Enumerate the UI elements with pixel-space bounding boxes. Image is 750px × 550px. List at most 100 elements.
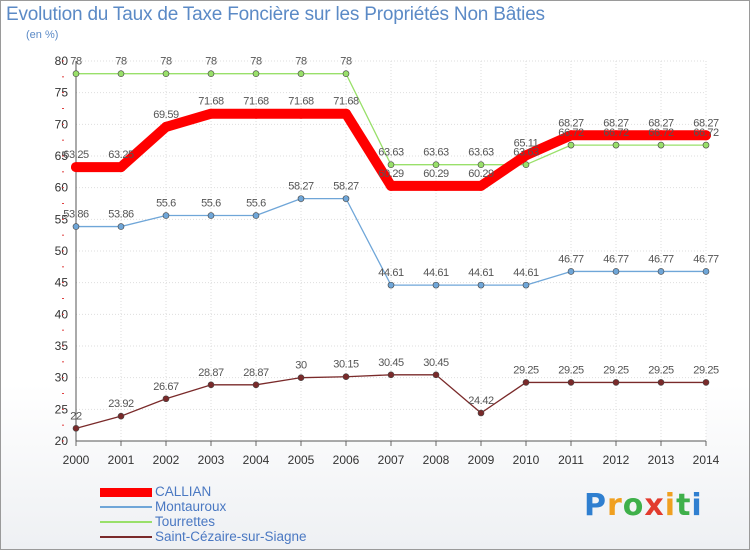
legend-swatch-montauroux [100, 506, 152, 508]
data-point [117, 70, 125, 77]
data-point [702, 379, 710, 386]
x-tick-label: 2011 [558, 453, 584, 467]
legend-swatch-saint-cezaire [100, 536, 152, 538]
data-label: 63.63 [423, 147, 449, 159]
data-point [297, 374, 305, 381]
data-label: 66.72 [558, 127, 584, 139]
data-label: 68.27 [603, 117, 629, 129]
data-label: 78 [205, 56, 217, 68]
data-point [72, 70, 80, 77]
data-label: 29.25 [603, 364, 629, 376]
data-label: 28.87 [198, 367, 224, 379]
data-label: 53.86 [108, 209, 134, 221]
x-tick-label: 2009 [468, 453, 495, 467]
data-point [162, 395, 170, 403]
data-point [657, 141, 665, 149]
data-point [566, 130, 576, 141]
y-tick-label: 70 [55, 117, 69, 131]
data-point [117, 412, 125, 420]
data-label: 68.27 [693, 117, 719, 129]
data-label: 71.68 [288, 96, 314, 108]
data-point [432, 371, 440, 379]
data-label: 78 [340, 56, 352, 68]
data-label: 60.29 [378, 168, 404, 180]
data-point [207, 212, 215, 219]
data-point [701, 130, 711, 141]
data-point [342, 70, 350, 77]
data-label: 46.77 [603, 253, 629, 265]
x-tick-label: 2014 [693, 453, 720, 467]
data-point [72, 425, 80, 432]
data-label: 55.6 [156, 198, 176, 210]
y-tick-label: 25 [55, 402, 69, 416]
x-tick-label: 2006 [333, 453, 360, 467]
x-tick-label: 2003 [198, 453, 225, 467]
data-point [477, 281, 485, 289]
data-label: 66.72 [693, 127, 719, 139]
data-label: 63.25 [63, 149, 89, 161]
chart-subtitle: (en %) [26, 29, 59, 41]
data-point [252, 70, 260, 77]
legend-label-callian: CALLIAN [155, 484, 212, 499]
data-point [206, 108, 216, 119]
data-point [387, 161, 395, 168]
x-tick-label: 2008 [423, 453, 450, 467]
data-label: 46.77 [558, 253, 584, 265]
data-label: 63.63 [468, 147, 494, 159]
data-label: 63.63 [378, 147, 404, 159]
x-tick-label: 2007 [378, 453, 405, 467]
logo-letter: r [607, 488, 623, 523]
data-label: 30.45 [423, 357, 449, 369]
data-point [477, 409, 485, 417]
data-label: 63.25 [108, 149, 134, 161]
data-point [252, 212, 260, 219]
data-point [116, 162, 126, 173]
chart-title: Evolution du Taux de Taxe Foncière sur l… [6, 4, 545, 25]
data-point [297, 195, 305, 202]
y-tick-label: 65 [55, 149, 69, 163]
data-point [432, 281, 440, 289]
data-point [522, 161, 530, 168]
data-label: 26.67 [153, 381, 179, 393]
data-label: 60.29 [468, 168, 494, 180]
y-tick-label: 80 [55, 54, 69, 68]
data-label: 78 [160, 56, 172, 68]
data-point [387, 281, 395, 289]
legend-label-saint-cezaire: Saint-Cézaire-sur-Siagne [155, 529, 307, 544]
data-label: 24.42 [468, 395, 494, 407]
y-tick-label: 20 [55, 434, 69, 448]
data-label: 78 [115, 56, 127, 68]
data-point [477, 161, 485, 168]
data-label: 46.77 [693, 253, 719, 265]
x-tick-label: 2010 [513, 453, 540, 467]
data-point [567, 268, 575, 275]
data-point [522, 379, 530, 386]
data-point [567, 379, 575, 386]
data-label: 29.25 [693, 364, 719, 376]
data-point [611, 130, 621, 141]
data-label: 71.68 [243, 96, 269, 108]
data-point [252, 381, 260, 389]
data-point [71, 162, 81, 173]
data-label: 60.29 [423, 168, 449, 180]
logo-letter: x [644, 488, 665, 523]
data-label: 46.77 [648, 253, 674, 265]
data-point [387, 371, 395, 379]
data-point [207, 381, 215, 389]
data-label: 30.45 [378, 357, 404, 369]
data-point [341, 108, 351, 119]
x-tick-label: 2000 [63, 453, 90, 467]
logo-letter: t [676, 488, 692, 523]
data-point [117, 223, 125, 230]
data-label: 22 [70, 410, 82, 422]
data-label: 68.27 [558, 117, 584, 129]
legend-label-tourrettes: Tourrettes [155, 514, 216, 529]
data-label: 66.72 [603, 127, 629, 139]
data-label: 55.6 [201, 198, 221, 210]
x-tick-label: 2012 [603, 453, 630, 467]
data-label: 53.86 [63, 209, 89, 221]
y-tick-label: 45 [55, 276, 69, 290]
data-label: 58.27 [333, 181, 359, 193]
x-tick-label: 2005 [288, 453, 315, 467]
